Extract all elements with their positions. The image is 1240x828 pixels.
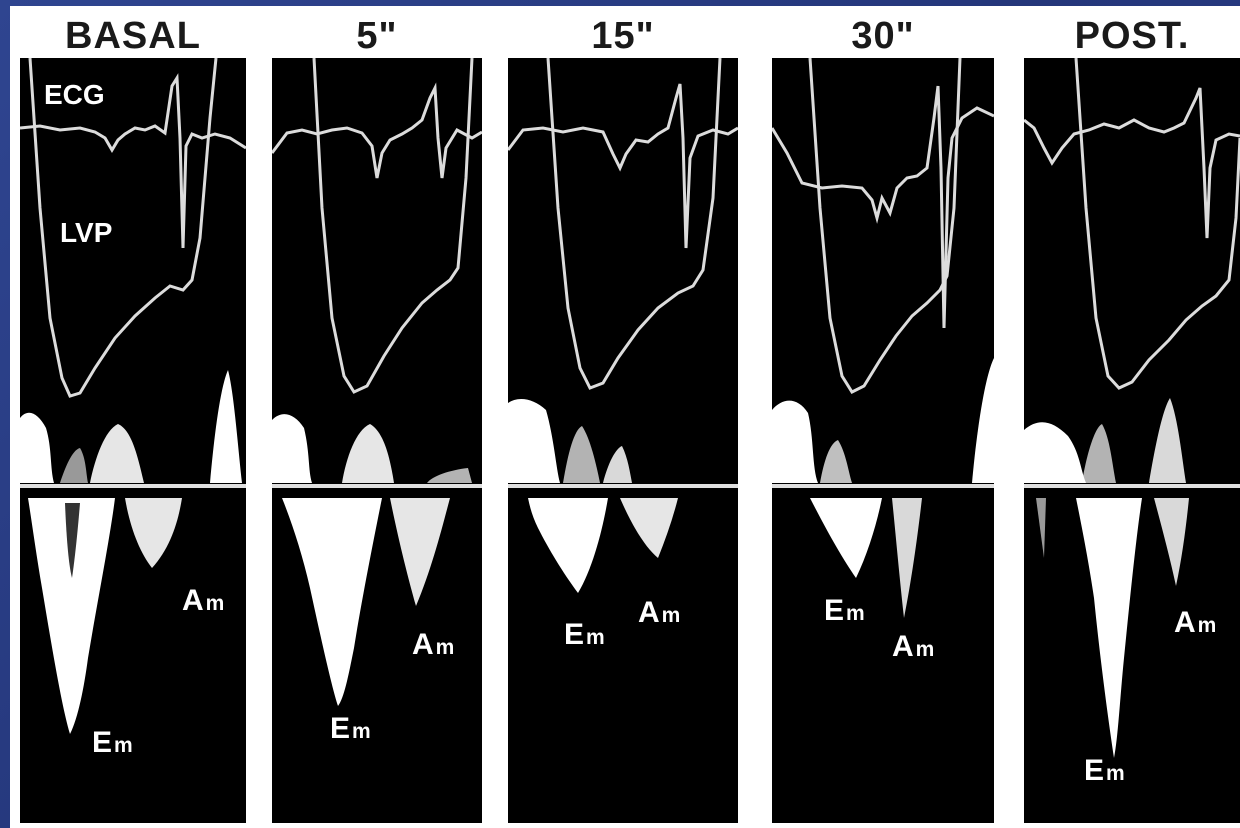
post-traces	[1024, 58, 1240, 758]
lvp-trace	[546, 58, 722, 390]
mitral-inflow-doppler	[20, 370, 242, 483]
am-label: Am	[182, 584, 225, 617]
tissue-doppler	[282, 498, 450, 706]
mitral-inflow-doppler	[772, 358, 994, 483]
header-basal: BASAL	[65, 15, 201, 57]
am-label: Am	[412, 628, 455, 661]
mitral-inflow-doppler	[508, 398, 632, 483]
em-label: Em	[92, 726, 133, 759]
ecg-label: ECG	[44, 79, 105, 110]
tissue-doppler	[28, 498, 182, 734]
ecg-trace	[1024, 87, 1240, 239]
15s-traces	[508, 58, 738, 593]
mitral-inflow-doppler	[272, 414, 472, 483]
panel-basal: ECG LVP Am Em	[20, 58, 246, 823]
mitral-inflow-doppler	[1024, 398, 1186, 483]
header-post: POST.	[1074, 15, 1190, 57]
header-5s: 5"	[356, 15, 398, 57]
am-label: Am	[638, 596, 681, 629]
tissue-doppler	[1036, 498, 1189, 758]
em-label: Em	[564, 618, 605, 651]
lvp-trace	[1074, 58, 1240, 390]
lvp-trace	[28, 58, 218, 398]
em-label: Em	[1084, 754, 1125, 787]
panel-post: Am Em	[1024, 58, 1240, 823]
lvp-label: LVP	[60, 217, 113, 248]
em-label: Em	[824, 594, 865, 627]
ecg-trace	[20, 73, 246, 249]
panel-5s: Am Em	[272, 58, 482, 823]
header-15s: 15"	[591, 15, 655, 57]
5s-traces	[272, 58, 482, 706]
ecg-trace	[508, 83, 738, 249]
lvp-trace	[312, 58, 474, 394]
header-30s: 30"	[851, 15, 915, 57]
30s-traces	[772, 58, 994, 618]
basal-traces	[20, 58, 246, 734]
panel-15s: Am Em	[508, 58, 738, 823]
am-label: Am	[1174, 606, 1217, 639]
ecg-trace	[772, 85, 994, 329]
tissue-doppler	[810, 498, 922, 618]
tissue-doppler	[528, 498, 678, 593]
lvp-trace	[808, 58, 962, 394]
panel-30s: Em Am	[772, 58, 994, 823]
doppler-figure: BASAL 5" 15" 30" POST. ECG LVP Am Em	[10, 6, 1240, 828]
ecg-trace	[272, 82, 482, 179]
em-label: Em	[330, 712, 371, 745]
am-label: Am	[892, 630, 935, 663]
